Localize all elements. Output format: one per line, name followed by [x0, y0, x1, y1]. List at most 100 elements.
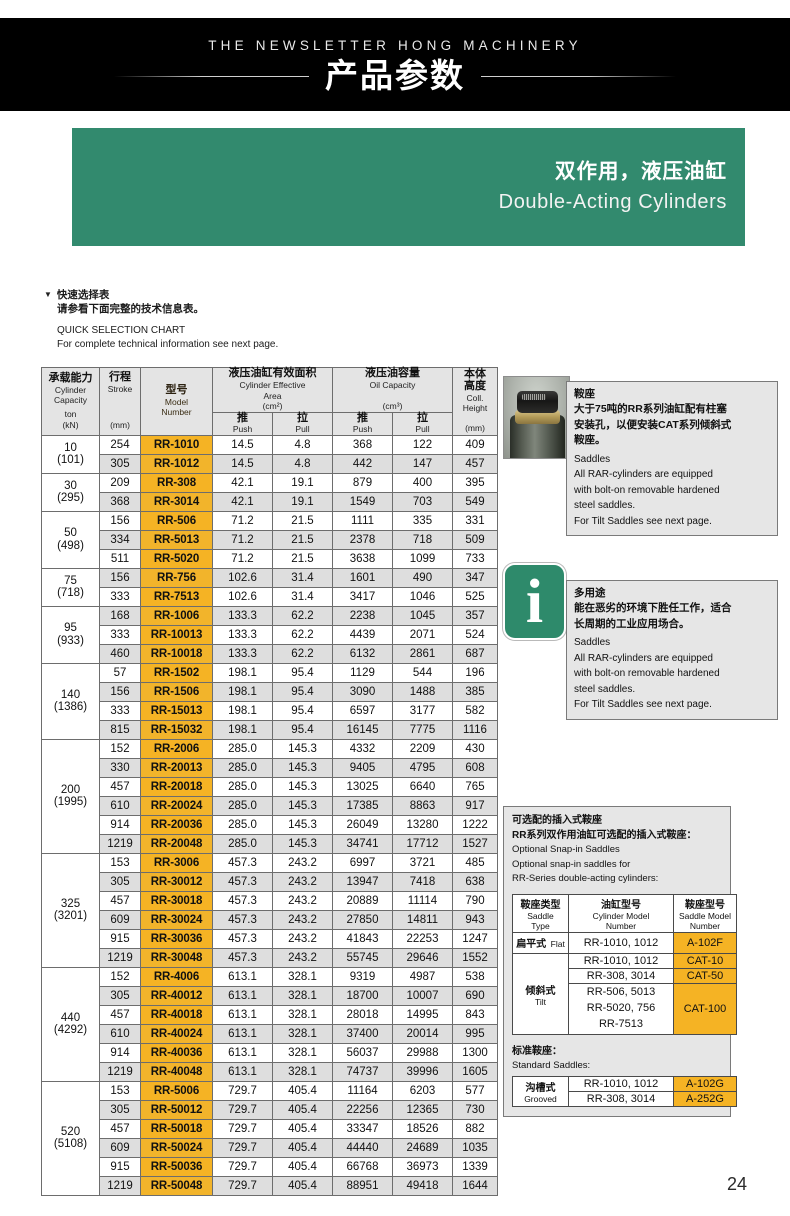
model-cell: RR-756 — [140, 567, 213, 588]
col-oil-pull-cn: 拉 — [417, 411, 428, 424]
area-push-cell: 198.1 — [212, 719, 273, 740]
table-header-row: 承载能力 Cylinder Capacity ton (kN) 行程 Strok… — [41, 367, 498, 436]
stroke-cell: 333 — [99, 624, 141, 645]
quick-selection-en-sub: For complete technical information see n… — [57, 339, 279, 350]
stroke-cell: 168 — [99, 605, 141, 626]
col-oil-cn: 液压油容量 — [365, 367, 420, 379]
stroke-cell: 1219 — [99, 833, 141, 854]
table-row: 914 RR-20036 285.0 145.3 26049 13280 1222 — [42, 814, 498, 835]
oil-pull-cell: 10007 — [392, 985, 453, 1006]
opt-tilt-cylinder-1: RR-1010, 1012 — [568, 953, 674, 970]
capacity-ton: 140 — [60, 688, 81, 701]
height-cell: 1035 — [452, 1137, 498, 1158]
area-pull-cell: 243.2 — [272, 928, 333, 949]
table-row: 305 RR-50012 729.7 405.4 22256 12365 730 — [42, 1099, 498, 1120]
stroke-cell: 914 — [99, 1042, 141, 1063]
table-row: 305 RR-30012 457.3 243.2 13947 7418 638 — [42, 871, 498, 892]
oil-pull-cell: 1099 — [392, 548, 453, 569]
opt-col-saddle-en-1: Saddle Model — [679, 911, 731, 922]
table-row: 95 (933) 168 RR-1006 133.3 62.2 2238 1045 357 — [41, 605, 498, 664]
oil-push-cell: 55745 — [332, 947, 393, 968]
table-row: 1219 RR-50048 729.7 405.4 88951 49418 1644 — [42, 1175, 498, 1196]
area-pull-cell: 405.4 — [272, 1137, 333, 1158]
opt-col-type: 鞍座类型 Saddle Type — [512, 894, 569, 934]
height-cell: 549 — [452, 491, 498, 512]
stroke-cell: 457 — [99, 1118, 141, 1139]
area-pull-cell: 19.1 — [272, 472, 333, 493]
capacity-kn: (5108) — [53, 1138, 88, 1151]
col-height-cn-2: 高度 — [464, 379, 486, 392]
height-cell: 509 — [452, 529, 498, 550]
height-cell: 395 — [452, 472, 498, 493]
opt-tilt-cylinder-3: RR-506, 5013 RR-5020, 756 RR-7513 — [568, 983, 674, 1035]
capacity-cell: 325 (3201) — [41, 852, 100, 968]
oil-push-cell: 16145 — [332, 719, 393, 740]
col-stroke: 行程 Stroke (mm) — [99, 367, 141, 436]
col-capacity: 承载能力 Cylinder Capacity ton (kN) — [41, 367, 100, 436]
table-row: 333 RR-7513 102.6 31.4 3417 1046 525 — [42, 586, 498, 607]
area-push-cell: 133.3 — [212, 605, 273, 626]
stroke-cell: 153 — [99, 1080, 141, 1101]
area-push-cell: 198.1 — [212, 681, 273, 702]
area-pull-cell: 31.4 — [272, 567, 333, 588]
info-saddles-cn-line1: 大于75吨的RR系列油缸配有柱塞 — [574, 403, 727, 416]
oil-push-cell: 2238 — [332, 605, 393, 626]
col-area-pull-cn: 拉 — [297, 411, 308, 424]
table-row: 457 RR-50018 729.7 405.4 33347 18526 882 — [42, 1118, 498, 1139]
area-push-cell: 729.7 — [212, 1080, 273, 1101]
height-cell: 385 — [452, 681, 498, 702]
col-area-en-2: Area — [263, 390, 282, 401]
col-area-en-1: Cylinder Effective — [239, 380, 306, 391]
opt-col-saddle: 鞍座型号 Saddle Model Number — [673, 894, 737, 934]
optional-en-line3: RR-Series double-acting cylinders: — [512, 873, 659, 885]
oil-push-cell: 3417 — [332, 586, 393, 607]
table-body: 10 (101) 254 RR-1010 14.5 4.8 368 122 409 305 RR-1… — [41, 434, 498, 1196]
model-cell: RR-7513 — [140, 586, 213, 607]
model-cell: RR-40048 — [140, 1061, 213, 1082]
area-pull-cell: 145.3 — [272, 757, 333, 778]
table-row: 沟槽式 Grooved RR-1010, 1012 A-102G — [512, 1075, 737, 1107]
area-push-cell: 285.0 — [212, 795, 273, 816]
area-pull-cell: 145.3 — [272, 738, 333, 759]
std-grooved-cn: 沟槽式 — [525, 1082, 556, 1094]
capacity-kn: (3201) — [53, 910, 88, 923]
oil-pull-cell: 1046 — [392, 586, 453, 607]
model-cell: RR-3006 — [140, 852, 213, 873]
table-row: 333 RR-10013 133.3 62.2 4439 2071 524 — [42, 624, 498, 645]
info-saddles-en-line1: All RAR-cylinders are equipped — [574, 469, 713, 481]
table-row: 457 RR-40018 613.1 328.1 28018 14995 843 — [42, 1004, 498, 1025]
capacity-cell: 95 (933) — [41, 605, 100, 664]
stroke-cell: 152 — [99, 966, 141, 987]
capacity-kn: (498) — [57, 539, 84, 552]
area-push-cell: 42.1 — [212, 472, 273, 493]
table-row: 倾斜式 Tilt RR-1010, 1012 CAT-10 — [512, 953, 737, 1035]
oil-pull-cell: 29646 — [392, 947, 453, 968]
area-push-cell: 198.1 — [212, 700, 273, 721]
model-cell: RR-30018 — [140, 890, 213, 911]
col-capacity-unit-ton: ton — [64, 409, 77, 420]
table-row: 460 RR-10018 133.3 62.2 6132 2861 687 — [42, 643, 498, 664]
table-row: 75 (718) 156 RR-756 102.6 31.4 1601 490 347 — [41, 567, 498, 607]
col-oil-unit: (cm³) — [382, 401, 403, 412]
opt-tilt-cylinder-2: RR-308, 3014 — [568, 968, 674, 985]
info-versatile-en-line4: For Tilt Saddles see next page. — [574, 699, 712, 711]
model-cell: RR-4006 — [140, 966, 213, 987]
capacity-ton: 440 — [60, 1011, 81, 1024]
stroke-cell: 330 — [99, 757, 141, 778]
table-row: 609 RR-50024 729.7 405.4 44440 24689 1035 — [42, 1137, 498, 1158]
oil-pull-cell: 544 — [392, 662, 453, 683]
model-cell: RR-40012 — [140, 985, 213, 1006]
saddle-photo-knurl — [522, 394, 546, 400]
area-pull-cell: 405.4 — [272, 1099, 333, 1120]
optional-saddles-panel: 可选配的插入式鞍座 RR系列双作用油缸可选配的插入式鞍座： Optional S… — [503, 806, 737, 1117]
area-push-cell: 729.7 — [212, 1099, 273, 1120]
height-cell: 409 — [452, 434, 498, 455]
height-cell: 1605 — [452, 1061, 498, 1082]
table-row: 1219 RR-20048 285.0 145.3 34741 17712 1527 — [42, 833, 498, 854]
height-cell: 943 — [452, 909, 498, 930]
oil-push-cell: 9405 — [332, 757, 393, 778]
stroke-cell: 915 — [99, 1156, 141, 1177]
model-cell: RR-40036 — [140, 1042, 213, 1063]
model-cell: RR-50024 — [140, 1137, 213, 1158]
area-push-cell: 285.0 — [212, 738, 273, 759]
